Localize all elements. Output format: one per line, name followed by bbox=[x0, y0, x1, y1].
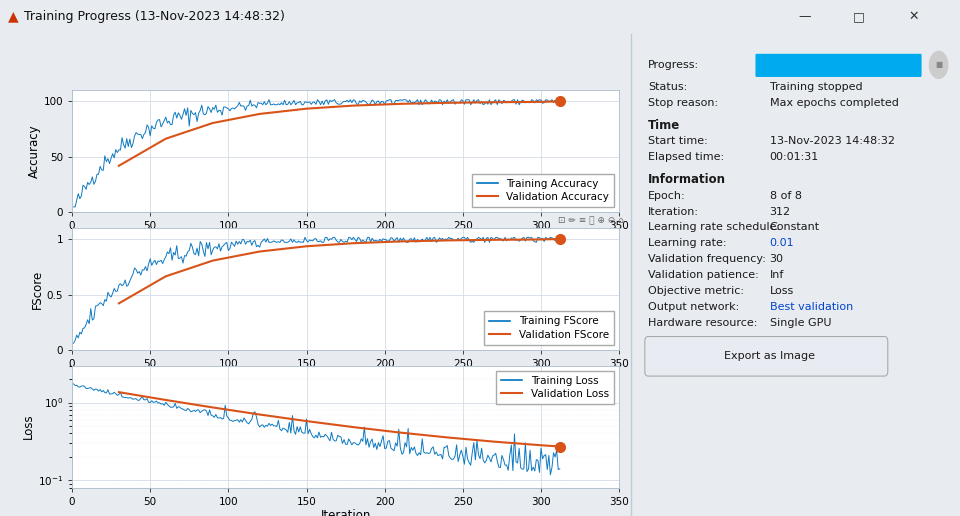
Text: Output network:: Output network: bbox=[648, 302, 739, 312]
Text: Learning rate:: Learning rate: bbox=[648, 238, 727, 248]
Text: ▲: ▲ bbox=[8, 10, 18, 24]
Text: Training Progress (13-Nov-2023 14:48:32): Training Progress (13-Nov-2023 14:48:32) bbox=[24, 10, 285, 23]
X-axis label: Iteration: Iteration bbox=[321, 509, 371, 516]
Legend: Training FScore, Validation FScore: Training FScore, Validation FScore bbox=[484, 311, 614, 345]
Text: —: — bbox=[798, 10, 811, 23]
Text: Single GPU: Single GPU bbox=[770, 318, 831, 328]
Circle shape bbox=[929, 52, 948, 78]
FancyBboxPatch shape bbox=[756, 54, 922, 77]
Text: Constant: Constant bbox=[770, 222, 820, 233]
Text: Progress:: Progress: bbox=[648, 60, 699, 70]
Text: Loss: Loss bbox=[770, 286, 794, 296]
Text: Hardware resource:: Hardware resource: bbox=[648, 318, 757, 328]
Text: Training stopped: Training stopped bbox=[770, 82, 862, 92]
Y-axis label: Accuracy: Accuracy bbox=[28, 124, 40, 178]
Text: Max epochs completed: Max epochs completed bbox=[770, 98, 899, 107]
Text: Elapsed time:: Elapsed time: bbox=[648, 152, 724, 162]
Text: Iteration:: Iteration: bbox=[648, 206, 699, 217]
Text: □: □ bbox=[853, 10, 865, 23]
X-axis label: Iteration: Iteration bbox=[321, 234, 371, 247]
Legend: Training Loss, Validation Loss: Training Loss, Validation Loss bbox=[496, 370, 614, 404]
Text: Status:: Status: bbox=[648, 82, 687, 92]
Text: ✕: ✕ bbox=[909, 10, 919, 23]
Text: Stop reason:: Stop reason: bbox=[648, 98, 718, 107]
Text: Objective metric:: Objective metric: bbox=[648, 286, 744, 296]
Text: Best validation: Best validation bbox=[770, 302, 852, 312]
Text: 13-Nov-2023 14:48:32: 13-Nov-2023 14:48:32 bbox=[770, 136, 895, 146]
Text: 8 of 8: 8 of 8 bbox=[770, 190, 802, 201]
Text: 00:01:31: 00:01:31 bbox=[770, 152, 819, 162]
Text: Information: Information bbox=[648, 173, 726, 186]
X-axis label: Iteration: Iteration bbox=[321, 372, 371, 385]
Y-axis label: Loss: Loss bbox=[22, 414, 35, 439]
Text: Epoch:: Epoch: bbox=[648, 190, 685, 201]
Text: 30: 30 bbox=[770, 254, 783, 264]
Text: Start time:: Start time: bbox=[648, 136, 708, 146]
Text: Validation patience:: Validation patience: bbox=[648, 270, 758, 280]
Text: 312: 312 bbox=[770, 206, 791, 217]
Text: Inf: Inf bbox=[770, 270, 784, 280]
Text: Learning rate schedule:: Learning rate schedule: bbox=[648, 222, 780, 233]
Text: 0.01: 0.01 bbox=[770, 238, 794, 248]
FancyBboxPatch shape bbox=[645, 336, 888, 376]
Text: Export as Image: Export as Image bbox=[717, 351, 815, 361]
Text: Validation frequency:: Validation frequency: bbox=[648, 254, 766, 264]
Legend: Training Accuracy, Validation Accuracy: Training Accuracy, Validation Accuracy bbox=[471, 174, 614, 207]
Text: ⊡ ✏ ≡ ✋ ⊕ ⊖ ⌂: ⊡ ✏ ≡ ✋ ⊕ ⊖ ⌂ bbox=[558, 216, 624, 225]
Text: ■: ■ bbox=[935, 60, 943, 69]
Y-axis label: FScore: FScore bbox=[31, 269, 44, 309]
Text: Time: Time bbox=[648, 119, 681, 132]
